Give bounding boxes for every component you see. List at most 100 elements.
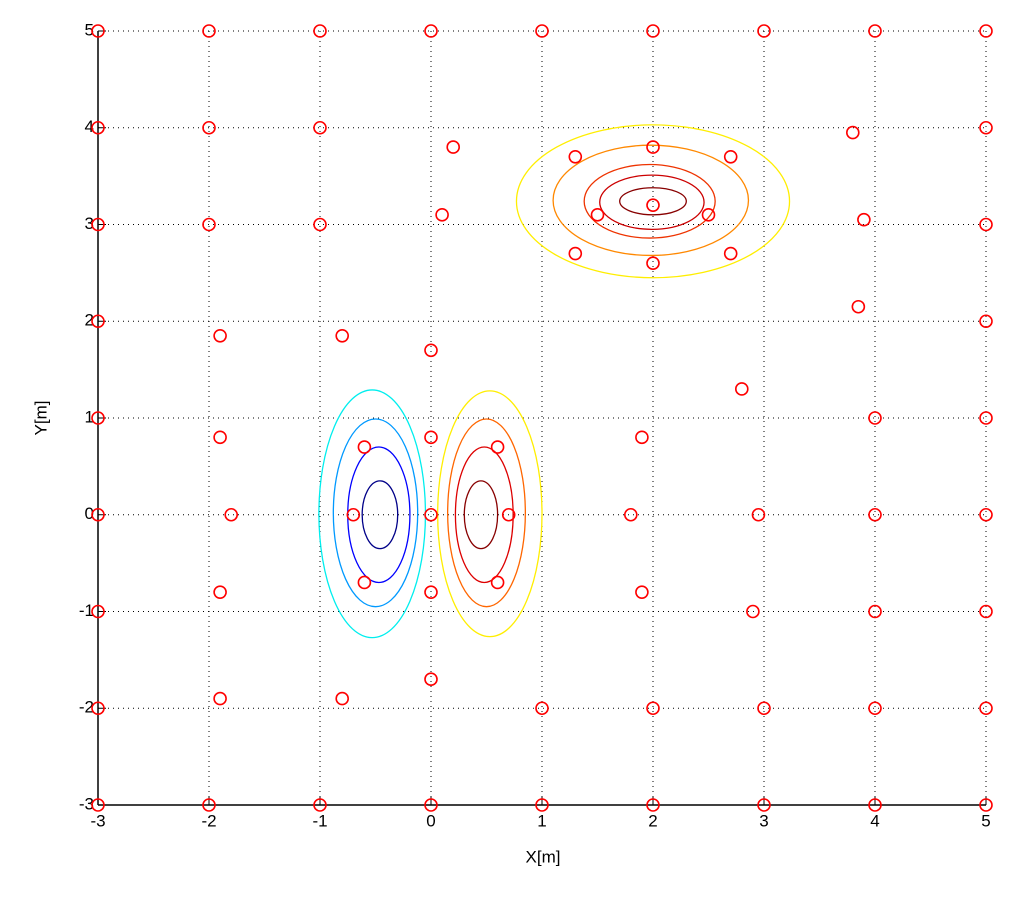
point <box>424 430 438 445</box>
point <box>91 314 105 329</box>
y-tick-label: 0 <box>85 504 94 523</box>
point <box>979 314 993 329</box>
point <box>868 24 882 38</box>
point <box>979 701 993 716</box>
y-tick-label: -2 <box>79 698 94 717</box>
point <box>979 604 993 619</box>
point <box>424 798 438 812</box>
contour-line <box>361 480 399 550</box>
contour-line <box>437 390 543 638</box>
point <box>623 507 638 522</box>
point <box>851 299 866 314</box>
point <box>346 507 361 522</box>
point <box>313 798 327 812</box>
point <box>490 440 505 454</box>
point <box>979 120 993 135</box>
point <box>424 343 438 358</box>
point <box>568 149 583 164</box>
x-tick-label: 1 <box>537 811 546 830</box>
point <box>646 24 660 38</box>
point <box>979 507 993 522</box>
point <box>635 430 649 445</box>
y-axis-label: Y[m] <box>31 401 50 436</box>
point <box>357 440 372 454</box>
point <box>435 208 449 222</box>
x-tick-label: 2 <box>648 811 657 830</box>
contour-line <box>463 480 499 550</box>
point <box>646 798 660 812</box>
point <box>224 507 238 522</box>
x-tick-label: 3 <box>759 811 768 830</box>
y-tick-label: -3 <box>79 794 94 813</box>
point <box>868 411 882 425</box>
point <box>91 411 105 425</box>
point <box>857 212 871 227</box>
point <box>979 411 993 425</box>
point <box>646 256 660 271</box>
point <box>313 217 327 232</box>
point <box>979 24 993 38</box>
point <box>646 198 660 212</box>
point <box>357 575 372 590</box>
point <box>635 585 649 599</box>
contour-line <box>552 144 750 257</box>
point <box>313 120 327 135</box>
point <box>757 24 771 38</box>
point <box>646 701 660 716</box>
point <box>590 208 605 222</box>
y-tick-label: 5 <box>85 20 94 39</box>
y-tick-label: -1 <box>79 601 94 620</box>
contour-line <box>332 418 419 608</box>
point <box>91 701 105 716</box>
point <box>202 120 216 135</box>
point <box>91 507 105 522</box>
point <box>91 798 105 812</box>
point <box>535 701 549 716</box>
point <box>868 798 882 812</box>
y-tick-label: 1 <box>85 407 94 426</box>
point <box>424 585 438 599</box>
x-tick-label: -2 <box>201 811 216 830</box>
point <box>723 149 738 164</box>
point <box>213 328 227 343</box>
point <box>335 691 350 706</box>
x-tick-label: 5 <box>981 811 990 830</box>
point <box>91 120 105 135</box>
point <box>91 24 105 38</box>
point <box>202 798 216 812</box>
point <box>424 24 438 38</box>
point <box>751 507 766 522</box>
point <box>845 125 860 140</box>
contour-line <box>583 163 716 239</box>
point <box>868 604 882 619</box>
x-tick-label: -1 <box>312 811 327 830</box>
x-tick-label: -3 <box>90 811 105 830</box>
x-tick-label: 4 <box>870 811 879 830</box>
point <box>202 24 216 38</box>
point <box>868 507 882 522</box>
point <box>734 382 749 396</box>
contour-line <box>454 446 514 584</box>
point <box>723 246 738 261</box>
point <box>979 798 993 812</box>
point <box>757 798 771 812</box>
point <box>91 217 105 232</box>
point <box>757 701 771 716</box>
point <box>313 24 327 38</box>
y-tick-label: 3 <box>85 214 94 233</box>
contour-line <box>599 174 705 230</box>
point <box>979 217 993 232</box>
contour-line <box>515 124 791 279</box>
contour-line <box>619 187 687 216</box>
point <box>535 798 549 812</box>
point <box>501 507 516 522</box>
point <box>424 507 438 522</box>
point <box>213 430 227 445</box>
point <box>213 585 227 599</box>
point <box>568 246 583 261</box>
point <box>335 328 350 343</box>
point <box>868 701 882 716</box>
point <box>701 208 716 222</box>
point <box>91 604 105 619</box>
